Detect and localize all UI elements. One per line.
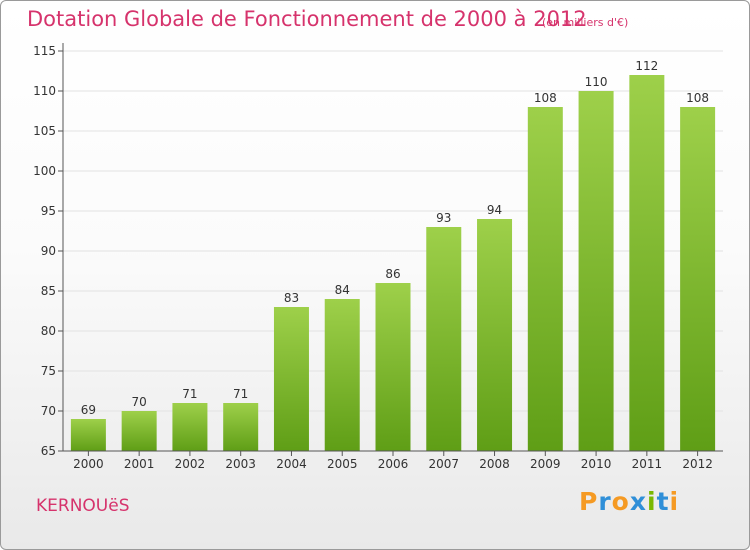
y-tick-label: 105 (33, 124, 56, 138)
y-tick-label: 80 (41, 324, 56, 338)
x-tick-label: 2006 (378, 457, 409, 471)
data-label: 112 (635, 59, 658, 73)
x-tick-label: 2004 (276, 457, 307, 471)
y-tick-label: 115 (33, 44, 56, 58)
x-tick-label: 2012 (682, 457, 713, 471)
y-tick-label: 95 (41, 204, 56, 218)
bar (578, 91, 614, 451)
logo-letter: i (669, 487, 680, 516)
x-tick-label: 2002 (175, 457, 206, 471)
data-label: 108 (686, 91, 709, 105)
bar (273, 307, 309, 451)
axes (58, 43, 723, 456)
x-tick-label: 2008 (479, 457, 510, 471)
data-label: 71 (233, 387, 248, 401)
chart-title: Dotation Globale de Fonctionnement de 20… (27, 7, 587, 31)
x-tick-label: 2003 (225, 457, 256, 471)
data-label: 71 (182, 387, 197, 401)
y-tick-label: 65 (41, 444, 56, 458)
logo-letter: t (656, 487, 670, 516)
x-tick-label: 2005 (327, 457, 358, 471)
y-tick-label: 85 (41, 284, 56, 298)
data-label: 94 (487, 203, 502, 217)
x-tick-label: 2000 (73, 457, 104, 471)
x-tick-label: 2007 (428, 457, 459, 471)
data-label: 108 (534, 91, 557, 105)
bar (527, 107, 563, 451)
commune-name: KERNOUëS (36, 496, 130, 516)
chart-subtitle: (en milliers d'€) (542, 16, 629, 29)
bars (70, 75, 716, 451)
data-label: 70 (132, 395, 147, 409)
x-tick-label: 2009 (530, 457, 561, 471)
y-tick-label: 100 (33, 164, 56, 178)
data-label: 83 (284, 291, 299, 305)
bar (70, 419, 106, 451)
logo-letter: x (629, 487, 647, 516)
bar (426, 227, 462, 451)
y-tick-label: 75 (41, 364, 56, 378)
bar (629, 75, 665, 451)
bar (375, 283, 411, 451)
x-tick-label: 2001 (124, 457, 155, 471)
logo-letter: o (611, 487, 630, 516)
data-label: 110 (585, 75, 608, 89)
data-label: 69 (81, 403, 96, 417)
logo-letter: i (647, 487, 657, 516)
x-tick-label: 2011 (632, 457, 663, 471)
logo-letter: r (598, 487, 612, 516)
bar (172, 403, 208, 451)
y-tick-label: 90 (41, 244, 56, 258)
labels: 65 70 75 80 85 90 95 100 105 110 115 69 2000 70 2001 71… (33, 44, 713, 471)
x-tick-label: 2010 (581, 457, 612, 471)
bar (680, 107, 716, 451)
logo-letter: P (579, 487, 599, 516)
bar (477, 219, 513, 451)
y-tick-label: 70 (41, 404, 56, 418)
data-label: 93 (436, 211, 451, 225)
bar (324, 299, 360, 451)
data-label: 86 (385, 267, 400, 281)
y-tick-label: 110 (33, 84, 56, 98)
proxiti-logo: Proxiti (579, 487, 679, 516)
bar (223, 403, 259, 451)
data-label: 84 (335, 283, 350, 297)
bar (121, 411, 157, 451)
